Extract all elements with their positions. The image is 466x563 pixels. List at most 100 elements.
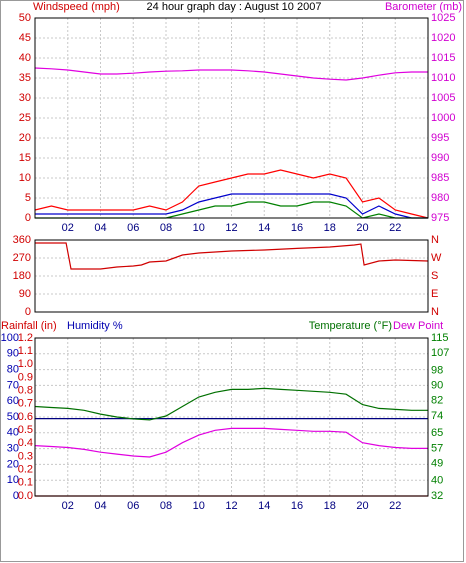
x-tick-label: 18 [324,222,336,234]
y3-axis-title: Rainfall (in) [1,320,57,332]
x-tick-label: 12 [225,222,237,234]
y-tick-label: 15 [19,152,31,164]
y3-tick-label: 1.2 [18,332,33,344]
y-tick-label: 10 [19,172,31,184]
y-tick-label: 100 [1,332,19,344]
y2-tick-label: 985 [431,172,449,184]
y-tick-label: 0 [25,306,31,318]
x-tick-label: 16 [291,222,303,234]
y2-tick-label: 74 [431,410,443,422]
y-tick-label: 20 [7,458,19,470]
y-tick-label: 50 [19,12,31,24]
y-tick-label: 10 [7,474,19,486]
plot-border [34,17,429,219]
y-tick-label: 30 [19,92,31,104]
y2-tick-label: 40 [431,475,443,487]
y2-tick-label: 82 [431,395,443,407]
series-line [35,193,428,219]
y-tick-label: 70 [7,379,19,391]
y2-tick-label: 1010 [431,72,455,84]
y2-tick-label: E [431,288,438,300]
y-tick-label: 30 [7,443,19,455]
y-tick-label: 20 [19,132,31,144]
y2-tick-label: 975 [431,212,449,224]
series-line [34,387,428,421]
y2-tick-label: N [431,306,439,318]
y2-tick-label: S [431,270,438,282]
y2-axis-title: Temperature (°F) [309,320,392,332]
y-tick-label: 0 [13,490,19,502]
x-tick-label: 02 [62,500,74,512]
y-tick-label: 90 [7,348,19,360]
y2-tick-label: 98 [431,364,443,376]
y2-axis-title: Barometer (mb) [385,1,462,13]
y2-tick-label: 990 [431,152,449,164]
x-tick-label: 14 [258,500,270,512]
y2-tick-label: 32 [431,490,443,502]
x-tick-label: 14 [258,222,270,234]
y-tick-label: 5 [25,192,31,204]
plot-border [34,239,429,313]
y2-tick-label: N [431,234,439,246]
y3-tick-label: 0.6 [18,411,33,423]
x-tick-label: 04 [94,500,106,512]
y2-tick-label: 1020 [431,32,455,44]
series-line [34,67,428,81]
y2-tick-label: 107 [431,347,449,359]
y3-tick-label: 0.2 [18,464,33,476]
y2-tick-label: 1015 [431,52,455,64]
y2-tick-label: 90 [431,379,443,391]
y-tick-label: 45 [19,32,31,44]
x-tick-label: 02 [62,222,74,234]
x-tick-label: 20 [356,222,368,234]
y2-tick-label: 980 [431,192,449,204]
y2-tick-label: 995 [431,132,449,144]
x-tick-label: 06 [127,500,139,512]
y-axis-title: Humidity % [67,320,123,332]
y2-tick-label: 1025 [431,12,455,24]
y2-tick-label: 1005 [431,92,455,104]
x-tick-label: 08 [160,500,172,512]
x-tick-label: 22 [389,500,401,512]
y-tick-label: 35 [19,72,31,84]
y-tick-label: 270 [13,252,31,264]
x-tick-label: 20 [356,500,368,512]
y-tick-label: 60 [7,395,19,407]
y-tick-label: 25 [19,112,31,124]
series-line [35,242,429,270]
y-tick-label: 360 [13,234,31,246]
y3-tick-label: 0.5 [18,424,33,436]
x-tick-label: 10 [193,500,205,512]
y-tick-label: 40 [19,52,31,64]
x-tick-label: 10 [193,222,205,234]
y-axis-title: Windspeed (mph) [33,1,120,13]
y2-tick-label: 65 [431,427,443,439]
y3-tick-label: 0.0 [18,490,33,502]
y3-tick-label: 0.4 [18,437,33,449]
x-tick-label: 06 [127,222,139,234]
y3-tick-label: 1.0 [18,358,33,370]
y3-tick-label: 0.3 [18,450,33,462]
series-line [34,427,428,458]
chart-title: 24 hour graph day : August 10 2007 [147,1,322,13]
plot-border [34,337,429,497]
y2-axis-title: Dew Point [393,320,443,332]
x-tick-label: 08 [160,222,172,234]
y2-tick-label: 115 [431,332,449,344]
y3-tick-label: 0.1 [18,477,33,489]
y3-tick-label: 0.9 [18,371,33,383]
y-tick-label: 80 [7,364,19,376]
x-tick-label: 18 [324,500,336,512]
y-tick-label: 180 [13,270,31,282]
x-tick-label: 12 [225,500,237,512]
y-tick-label: 0 [25,212,31,224]
y-tick-label: 50 [7,411,19,423]
y2-tick-label: W [431,252,442,264]
y3-tick-label: 1.1 [18,345,33,357]
series-line [34,169,429,219]
x-tick-label: 16 [291,500,303,512]
y3-tick-label: 0.7 [18,398,33,410]
y3-tick-label: 0.8 [18,385,33,397]
y2-tick-label: 49 [431,458,443,470]
